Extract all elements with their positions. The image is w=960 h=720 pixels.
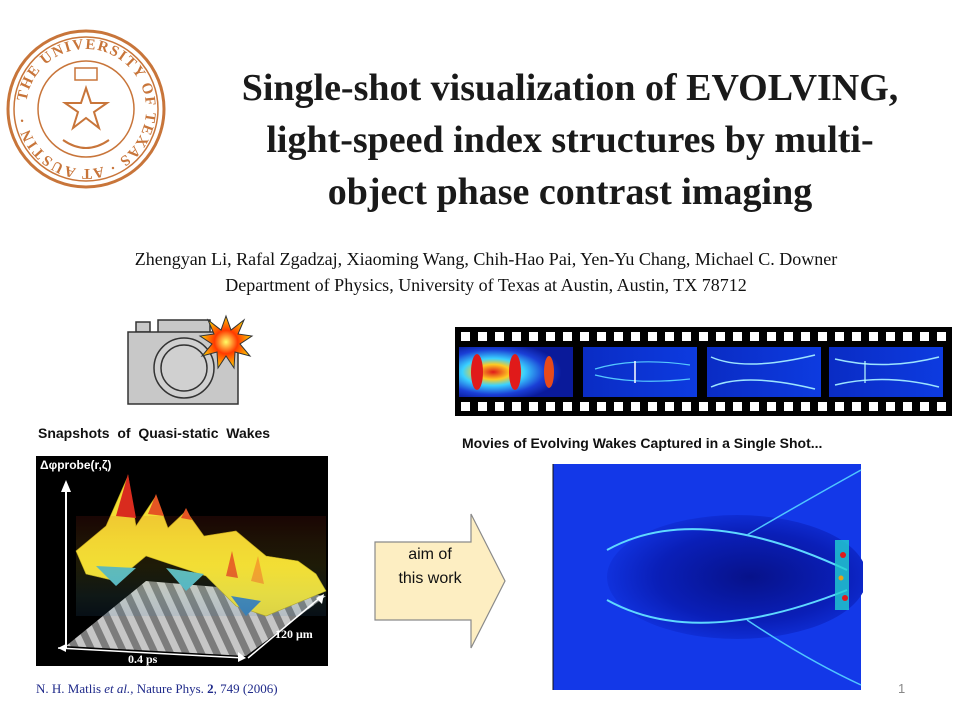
film-sprocket-hole	[495, 332, 504, 341]
film-sprocket-hole	[699, 332, 708, 341]
film-sprocket-hole	[665, 332, 674, 341]
film-sprocket-hole	[835, 332, 844, 341]
affiliation: Department of Physics, University of Tex…	[225, 275, 747, 295]
film-sprocket-hole	[461, 332, 470, 341]
film-sprocket-hole	[665, 402, 674, 411]
film-sprocket-hole	[682, 402, 691, 411]
filmstrip-icon	[455, 327, 952, 416]
film-sprocket-hole	[801, 332, 810, 341]
film-sprocket-hole	[529, 332, 538, 341]
film-sprocket-hole	[682, 332, 691, 341]
film-sprocket-hole	[784, 332, 793, 341]
citation-authors: N. H. Matlis	[36, 681, 105, 696]
film-sprocket-hole	[852, 332, 861, 341]
film-sprocket-hole	[648, 332, 657, 341]
film-sprocket-hole	[716, 332, 725, 341]
film-sprocket-hole	[546, 332, 555, 341]
film-sprocket-hole	[733, 332, 742, 341]
right-panel-caption: Movies of Evolving Wakes Captured in a S…	[462, 435, 823, 451]
citation-volume: 2	[207, 681, 214, 696]
film-sprocket-hole	[512, 332, 521, 341]
film-sprocket-hole	[631, 332, 640, 341]
citation: N. H. Matlis et al., Nature Phys. 2, 749…	[36, 681, 278, 697]
film-sprocket-hole	[648, 402, 657, 411]
film-sprocket-hole	[495, 402, 504, 411]
film-sprocket-hole	[580, 402, 589, 411]
film-sprocket-hole	[818, 332, 827, 341]
wake-evolution-image	[547, 460, 867, 692]
title-line-3: object phase contrast imaging	[327, 171, 813, 213]
film-sprocket-hole	[903, 402, 912, 411]
citation-journal: , Nature Phys.	[130, 681, 208, 696]
film-sprocket-hole	[546, 402, 555, 411]
page-number: 1	[898, 681, 906, 696]
film-sprocket-hole	[750, 402, 759, 411]
z-axis-label: Δφprobe(r,ζ)	[40, 458, 112, 472]
film-sprocket-hole	[631, 402, 640, 411]
film-sprocket-hole	[937, 402, 946, 411]
film-sprocket-hole	[903, 332, 912, 341]
film-sprocket-hole	[767, 402, 776, 411]
svg-text:THE UNIVERSITY OF TEXAS · AT A: THE UNIVERSITY OF TEXAS · AT AUSTIN ·	[14, 37, 158, 181]
film-sprocket-hole	[512, 402, 521, 411]
film-sprocket-hole	[750, 332, 759, 341]
film-sprocket-hole	[597, 332, 606, 341]
film-sprocket-hole	[767, 332, 776, 341]
film-sprocket-hole	[597, 402, 606, 411]
flash-icon	[198, 314, 254, 370]
film-sprocket-hole	[478, 332, 487, 341]
film-sprocket-hole	[937, 332, 946, 341]
author-list: Zhengyan Li, Rafal Zgadzaj, Xiaoming Wan…	[134, 249, 838, 269]
film-sprocket-hole	[461, 402, 470, 411]
slide-title: Single-shot visualization of EVOLVING, l…	[180, 62, 960, 218]
title-line-1: Single-shot visualization of EVOLVING,	[241, 67, 899, 109]
aim-label-line-2: this work	[398, 570, 462, 587]
film-sprocket-hole	[801, 402, 810, 411]
film-sprocket-hole	[818, 402, 827, 411]
camera-icon	[126, 316, 276, 406]
film-sprocket-hole	[784, 402, 793, 411]
film-sprocket-hole	[614, 402, 623, 411]
film-sprocket-hole	[852, 402, 861, 411]
citation-etal: et al.	[104, 681, 131, 696]
film-sprocket-hole	[580, 332, 589, 341]
film-sprocket-hole	[563, 332, 572, 341]
film-sprocket-hole	[716, 402, 725, 411]
film-sprocket-hole	[886, 402, 895, 411]
title-line-2: light-speed index structures by multi-	[266, 119, 874, 161]
film-sprocket-hole	[920, 332, 929, 341]
y-axis-label: 120 μm	[275, 627, 313, 641]
film-sprocket-hole	[869, 402, 878, 411]
aim-arrow	[373, 512, 507, 650]
left-panel-caption: Snapshots of Quasi-static Wakes	[38, 425, 271, 441]
film-sprocket-hole	[699, 402, 708, 411]
x-axis-label: 0.4 ps	[128, 652, 158, 666]
film-sprocket-hole	[733, 402, 742, 411]
film-sprocket-hole	[920, 402, 929, 411]
aim-label: aim of this work	[378, 543, 482, 591]
wake-3d-surface-plot	[36, 456, 328, 666]
university-seal-logo: THE UNIVERSITY OF TEXAS · AT AUSTIN ·	[5, 28, 167, 190]
film-sprocket-hole	[563, 402, 572, 411]
citation-pages: , 749 (2006)	[213, 681, 278, 696]
film-sprocket-hole	[478, 402, 487, 411]
aim-label-line-1: aim of	[408, 546, 452, 563]
film-sprocket-hole	[529, 402, 538, 411]
film-sprocket-hole	[835, 402, 844, 411]
film-sprocket-hole	[886, 332, 895, 341]
film-sprocket-hole	[614, 332, 623, 341]
film-sprocket-hole	[869, 332, 878, 341]
